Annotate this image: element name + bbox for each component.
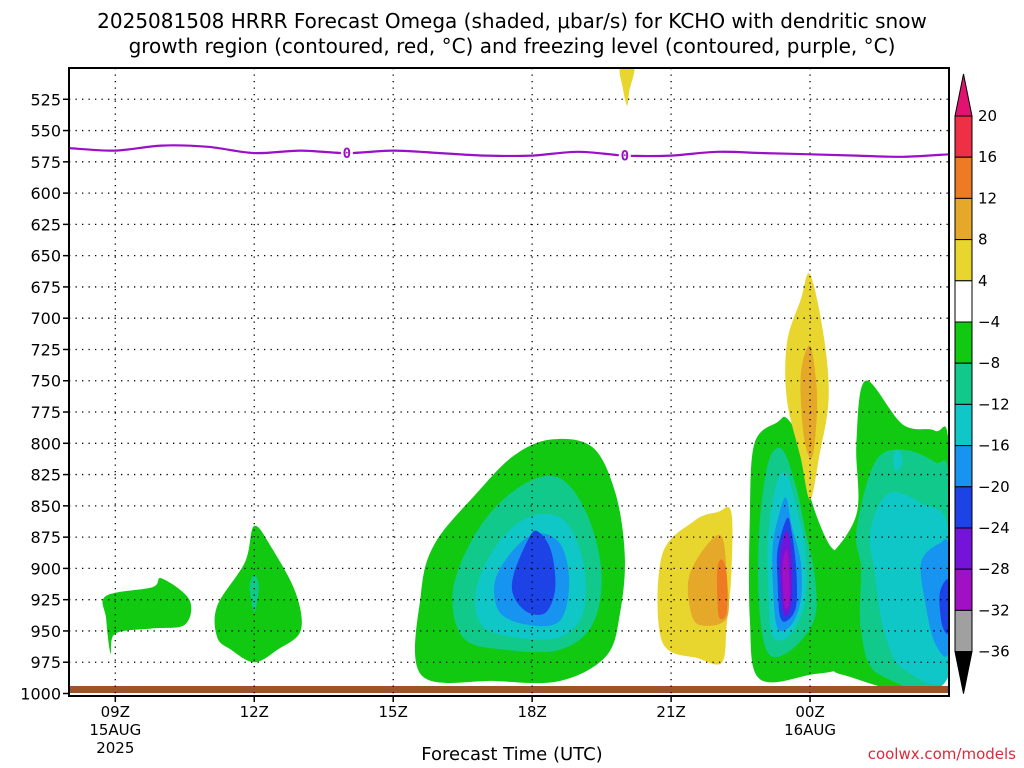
omega-region-22 [869, 492, 949, 685]
freezing-level-label-1: 0 [621, 149, 629, 165]
omega-region-2 [249, 574, 259, 613]
colorbar-segment-4 [954, 280, 973, 323]
chart-title-line2: growth region (contoured, red, °C) and f… [128, 34, 896, 58]
y-tick-label-600: 600 [30, 184, 61, 203]
colorbar-label-12: −32 [978, 601, 1010, 619]
colorbar-label-3: 8 [978, 231, 988, 249]
plot-gridlines [69, 68, 949, 696]
y-tick-label-975: 975 [30, 653, 61, 672]
colorbar-segment-11 [954, 568, 973, 611]
omega-shaded-regions [102, 68, 949, 693]
y-tick-label-850: 850 [30, 497, 61, 516]
y-tick-label-525: 525 [30, 90, 61, 109]
y-tick-label-800: 800 [30, 434, 61, 453]
colorbar-segment-0 [954, 115, 973, 158]
freezing-level-label-0: 0 [343, 146, 351, 162]
credit-link[interactable]: coolwx.com/models [867, 745, 1016, 763]
x-tick-label-21-0: 21Z [656, 703, 685, 721]
omega-region-24 [939, 579, 949, 634]
omega-region-10 [716, 559, 728, 620]
y-tick-label-650: 650 [30, 247, 61, 266]
colorbar-segment-1 [954, 156, 973, 199]
ground-surface-band [69, 686, 949, 693]
chart-title-line1: 2025081508 HRRR Forecast Omega (shaded, … [97, 9, 927, 33]
x-tick-label-9-0: 09Z [101, 703, 130, 721]
y-axis: 525 550 575 600 625 650 675 700 725 750 775 800 825 8… [20, 90, 69, 703]
colorbar-label-7: −12 [978, 395, 1010, 413]
colorbar-segment-9 [954, 486, 973, 529]
y-tick-label-625: 625 [30, 215, 61, 234]
colorbar-label-8: −16 [978, 437, 1010, 455]
y-tick-label-900: 900 [30, 559, 61, 578]
omega-region-19 [800, 345, 818, 459]
colorbar-segment-10 [954, 527, 973, 570]
y-tick-label-575: 575 [30, 153, 61, 172]
x-tick-label-9-2: 2025 [96, 739, 134, 757]
y-tick-label-950: 950 [30, 622, 61, 641]
colorbar-label-11: −28 [978, 560, 1010, 578]
colorbar-label-2: 12 [978, 189, 997, 207]
colorbar-bottom-arrow [954, 651, 973, 694]
omega-region-26 [619, 68, 635, 106]
omega-region-25 [893, 449, 903, 471]
x-tick-label-18-0: 18Z [517, 703, 546, 721]
y-tick-label-700: 700 [30, 309, 61, 328]
x-tick-label-24-0: 00Z [795, 703, 824, 721]
y-tick-label-825: 825 [30, 466, 61, 485]
colorbar-label-9: −20 [978, 478, 1010, 496]
x-tick-label-15-0: 15Z [379, 703, 408, 721]
colorbar-label-1: 16 [978, 148, 997, 166]
colorbar-label-6: −8 [978, 354, 1000, 372]
x-tick-label-12-0: 12Z [240, 703, 269, 721]
y-tick-label-675: 675 [30, 278, 61, 297]
omega-region-17 [782, 549, 790, 610]
colorbar-segment-6 [954, 362, 973, 405]
colorbar-segment-8 [954, 445, 973, 488]
y-tick-label-925: 925 [30, 591, 61, 610]
omega-region-7 [511, 530, 556, 615]
freezing-level-line [68, 144, 950, 158]
y-tick-label-550: 550 [30, 122, 61, 141]
y-tick-label-1000: 1000 [20, 684, 61, 703]
omega-region-0 [102, 578, 192, 654]
y-tick-label-725: 725 [30, 340, 61, 359]
y-tick-label-750: 750 [30, 372, 61, 391]
plot-frame [68, 67, 950, 697]
x-tick-label-24-1: 16AUG [784, 721, 836, 739]
x-axis-title: Forecast Time (UTC) [421, 744, 603, 765]
colorbar-segment-5 [954, 321, 973, 364]
y-tick-label-775: 775 [30, 403, 61, 422]
colorbar-label-5: −4 [978, 313, 1000, 331]
x-tick-label-9-1: 15AUG [89, 721, 141, 739]
colorbar-segment-2 [954, 197, 973, 241]
colorbar-label-0: 20 [978, 107, 997, 125]
colorbar-label-13: −36 [978, 643, 1010, 661]
colorbar-label-10: −24 [978, 519, 1010, 537]
colorbar: 20 16 12 8 4 −4 −8 −12 −16 −20 −24 −28 −32 −36 [954, 73, 1010, 694]
freezing-label-bg-0 [340, 144, 353, 162]
freezing-label-bg-1 [618, 146, 631, 164]
y-tick-label-875: 875 [30, 528, 61, 547]
colorbar-top-arrow [954, 73, 973, 117]
colorbar-segment-3 [954, 239, 973, 282]
colorbar-segment-12 [954, 609, 973, 653]
colorbar-segment-7 [954, 403, 973, 447]
colorbar-label-4: 4 [978, 272, 988, 290]
